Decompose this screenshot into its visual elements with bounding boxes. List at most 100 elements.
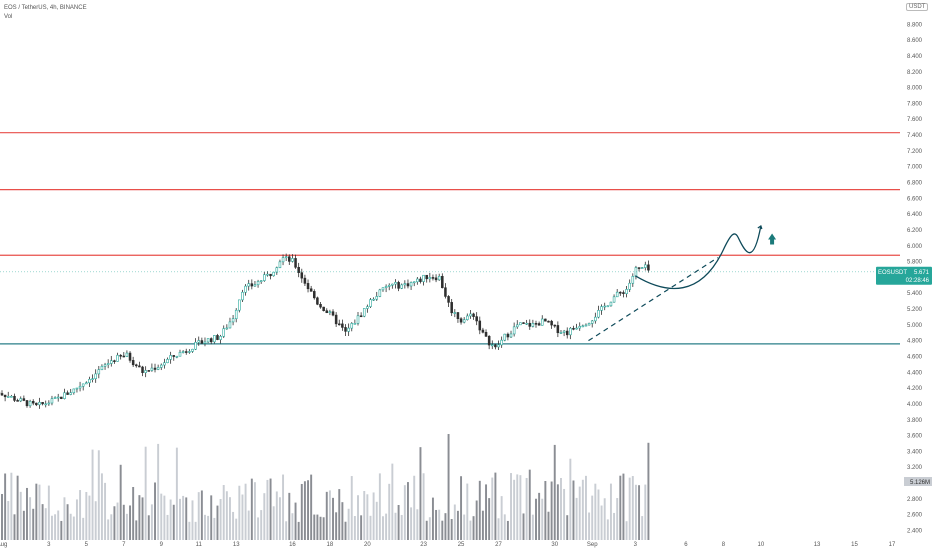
candle-up: [512, 326, 516, 335]
volume-bar: [247, 510, 250, 540]
volume-bar: [572, 480, 575, 540]
volume-bar: [150, 504, 153, 540]
volume-tag-value: 5.126M: [910, 480, 930, 486]
candle-down: [456, 312, 460, 320]
candle-up: [375, 296, 379, 300]
volume-bar: [469, 520, 472, 540]
candle-up: [234, 309, 238, 319]
candle-down: [481, 329, 485, 333]
candle-up: [75, 387, 79, 390]
candle-down: [297, 266, 300, 273]
volume-bar: [100, 473, 103, 540]
volume-bar: [119, 464, 122, 540]
candle-up: [44, 403, 47, 406]
candle-up: [50, 398, 54, 404]
candle-down: [472, 313, 475, 317]
candle-up: [91, 378, 94, 380]
volume-bar: [7, 501, 10, 540]
candle-down: [322, 306, 325, 311]
candle-up: [228, 321, 232, 329]
volume-bar: [275, 491, 278, 540]
volume-bar: [160, 493, 163, 540]
volume-bar: [35, 483, 38, 540]
candle-down: [325, 310, 329, 314]
volume-bar: [394, 512, 397, 540]
volume-bar: [556, 484, 559, 540]
volume-bar: [538, 492, 541, 540]
x-tick-label: 20: [364, 542, 371, 548]
candle-up: [19, 398, 23, 402]
candle-up: [284, 256, 288, 259]
candle-up: [275, 267, 279, 273]
x-tick-label: 27: [495, 542, 502, 548]
volume-bar: [475, 500, 478, 540]
projection-curve[interactable]: [634, 225, 762, 290]
candle-up: [540, 318, 544, 326]
volume-bar: [19, 491, 22, 540]
candle-down: [316, 297, 319, 305]
candle-up: [197, 340, 201, 343]
volume-bar: [191, 500, 194, 540]
volume-bar: [303, 481, 306, 540]
volume-bar: [32, 508, 35, 540]
candle-up: [241, 291, 244, 301]
candle-down: [25, 400, 29, 407]
candle-down: [16, 400, 19, 402]
projection-arrowhead: [757, 224, 763, 230]
volume-bar: [307, 480, 310, 540]
candle-up: [350, 323, 354, 329]
candle-up: [491, 344, 494, 347]
x-tick-label: 11: [196, 542, 203, 548]
volume-bar: [597, 489, 600, 540]
volume-bar: [634, 484, 637, 540]
volume-bar: [222, 485, 225, 540]
volume-bar: [107, 519, 110, 540]
candle-up: [628, 282, 631, 290]
volume-bar: [531, 514, 534, 540]
candle-down: [294, 258, 297, 268]
candle-up: [609, 301, 613, 307]
candle-up: [437, 275, 441, 281]
currency-selector[interactable]: USDT: [906, 3, 929, 11]
candle-down: [359, 315, 363, 318]
candle-down: [35, 402, 38, 406]
volume-bar: [63, 497, 66, 540]
volume-bar: [460, 476, 463, 540]
volume-bar: [616, 498, 619, 540]
volume-tag[interactable]: [904, 477, 932, 486]
x-tick-label: 9: [160, 542, 164, 548]
volume-bar: [438, 509, 441, 540]
candle-up: [100, 365, 104, 371]
volume-bar: [478, 480, 481, 540]
candle-down: [141, 366, 144, 373]
volume-bar: [250, 478, 253, 540]
volume-bar: [253, 482, 256, 540]
volume-bar: [216, 505, 219, 540]
price-tag[interactable]: [876, 266, 932, 285]
volume-legend[interactable]: Vol: [4, 14, 13, 20]
candle-down: [22, 398, 26, 401]
volume-bar: [510, 473, 512, 540]
volume-bar: [431, 497, 434, 540]
candle-up: [372, 298, 375, 301]
candle-up: [412, 281, 416, 284]
up-arrow-icon[interactable]: [768, 233, 777, 245]
candle-down: [647, 264, 650, 271]
volume-bar: [188, 521, 191, 540]
candle-down: [450, 302, 453, 314]
volume-bar: [91, 449, 94, 540]
candle-up: [644, 264, 647, 268]
volume-bar: [182, 495, 185, 540]
candle-up: [56, 396, 60, 399]
candle-up: [72, 388, 76, 394]
volume-bar: [22, 510, 25, 540]
volume-bar: [1, 493, 3, 540]
support-trendline[interactable]: [588, 257, 719, 342]
volume-bar: [588, 512, 591, 540]
volume-bar: [391, 463, 394, 540]
volume-bar: [325, 491, 328, 540]
volume-bar: [110, 514, 113, 540]
volume-bar: [82, 517, 85, 540]
symbol-legend[interactable]: EOS / TetherUS, 4h, BINANCE: [4, 5, 87, 11]
